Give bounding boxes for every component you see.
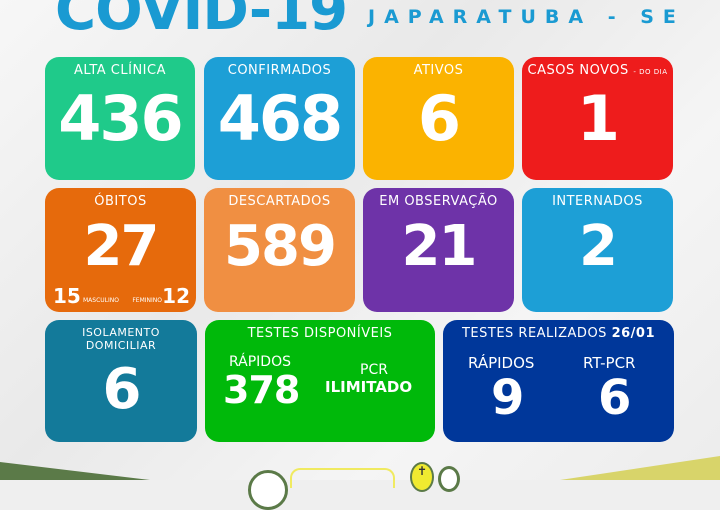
card-value: 468 xyxy=(217,82,343,155)
rtpcr-value: 6 xyxy=(598,370,632,426)
card-ativos: ATIVOS 6 xyxy=(363,57,514,180)
card-label: ÓBITOS xyxy=(94,194,147,209)
masculino-label: MASCULINO xyxy=(83,297,119,304)
card-label: ALTA CLÍNICA xyxy=(74,63,166,78)
card-value: 1 xyxy=(576,82,620,155)
card-label: TESTES DISPONÍVEIS xyxy=(247,326,393,341)
feminino-label: FEMININO xyxy=(132,297,162,304)
card-label: CASOS NOVOS xyxy=(527,63,629,78)
card-label: ATIVOS xyxy=(413,63,464,78)
rapidos-value: 9 xyxy=(491,370,525,426)
cross-emblem-icon: ✝ xyxy=(410,462,434,492)
card-label: CONFIRMADOS xyxy=(227,63,332,78)
card-value: 2 xyxy=(579,214,618,279)
rapidos-label: RÁPIDOS xyxy=(468,354,535,372)
pcr-label: PCR xyxy=(360,362,388,378)
card-sublabel: - DO DIA xyxy=(633,68,668,76)
card-em-observacao: EM OBSERVAÇÃO 21 xyxy=(363,188,514,312)
logo-line-decoration xyxy=(290,468,395,488)
card-label: TESTES REALIZADOS xyxy=(461,326,607,341)
card-label: ISOLAMENTO DOMICILIAR xyxy=(82,326,160,352)
rtpcr-label: RT-PCR xyxy=(583,354,636,372)
card-value: 589 xyxy=(224,214,337,279)
rapidos-value: 378 xyxy=(223,368,300,412)
rapidos-label: RÁPIDOS xyxy=(229,354,291,370)
card-label: EM OBSERVAÇÃO xyxy=(379,194,498,209)
card-internados: INTERNADOS 2 xyxy=(522,188,673,312)
pcr-value: ILIMITADO xyxy=(325,378,413,396)
card-isolamento: ISOLAMENTO DOMICILIAR 6 xyxy=(45,320,197,442)
card-label: DESCARTADOS xyxy=(228,194,331,209)
card-date: 26/01 xyxy=(611,326,656,341)
card-testes-disponiveis: TESTES DISPONÍVEIS RÁPIDOS 378 PCR ILIMI… xyxy=(205,320,435,442)
card-value: 436 xyxy=(58,82,183,155)
card-confirmados: CONFIRMADOS 468 xyxy=(204,57,355,180)
masculino-value: 15 xyxy=(53,284,81,308)
card-casos-novos: CASOS NOVOS - DO DIA 1 xyxy=(522,57,673,180)
card-obitos: ÓBITOS 27 15 MASCULINO FEMININO 12 xyxy=(45,188,196,312)
card-value: 27 xyxy=(83,214,160,279)
card-descartados: DESCARTADOS 589 xyxy=(204,188,355,312)
emblem-icon xyxy=(438,466,460,492)
feminino-value: 12 xyxy=(162,284,190,308)
card-label: INTERNADOS xyxy=(552,194,643,209)
card-value: 6 xyxy=(417,82,461,155)
card-testes-realizados: TESTES REALIZADOS 26/01 RÁPIDOS 9 RT-PCR… xyxy=(443,320,674,442)
page-title: COVID-19 xyxy=(55,0,348,43)
logo-emblem-icon xyxy=(248,470,288,510)
card-value: 6 xyxy=(102,357,142,422)
card-value: 21 xyxy=(401,214,478,279)
card-alta-clinica: ALTA CLÍNICA 436 xyxy=(45,57,195,180)
location-subtitle: JAPARATUBA - SE xyxy=(368,6,685,28)
